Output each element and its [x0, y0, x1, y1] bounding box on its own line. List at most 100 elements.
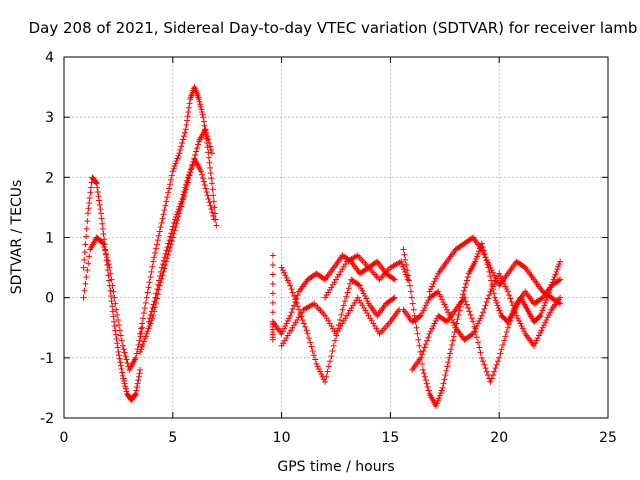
data-point [538, 327, 545, 334]
data-point [502, 333, 509, 340]
data-point [344, 289, 351, 296]
data-point [431, 320, 438, 327]
data-point [137, 348, 144, 355]
data-point [85, 260, 92, 267]
data-point [425, 387, 432, 394]
data-point [508, 298, 515, 305]
data-point [208, 175, 215, 182]
data-point [188, 165, 195, 172]
y-tick-label: 0 [45, 291, 54, 307]
data-point [390, 275, 397, 282]
data-point [121, 380, 128, 387]
data-point [187, 169, 194, 176]
data-point [175, 152, 182, 159]
data-point [107, 292, 114, 299]
data-point [555, 277, 562, 284]
data-point [429, 283, 436, 290]
data-point [83, 225, 90, 232]
data-point [282, 323, 289, 330]
data-point [462, 298, 469, 305]
data-point [481, 305, 488, 312]
data-point [93, 179, 100, 186]
data-point [181, 129, 188, 136]
data-point [482, 365, 489, 372]
data-point [426, 330, 433, 337]
data-point [167, 241, 174, 248]
data-point [478, 246, 485, 253]
data-point [171, 163, 178, 170]
data-point [210, 192, 217, 199]
data-point [282, 272, 289, 279]
data-point [303, 327, 310, 334]
data-point [84, 267, 91, 274]
data-point [364, 298, 371, 305]
data-point [170, 165, 177, 172]
data-point [427, 328, 434, 335]
data-point [203, 188, 210, 195]
data-point [445, 309, 452, 316]
data-point [147, 320, 154, 327]
data-point [174, 155, 181, 162]
data-point [179, 139, 186, 146]
data-point [557, 276, 564, 283]
data-point [139, 341, 146, 348]
data-point [501, 337, 508, 344]
data-point [554, 266, 561, 273]
data-point [177, 146, 184, 153]
data-point [157, 224, 164, 231]
data-point [442, 304, 449, 311]
data-point [483, 368, 490, 375]
data-point [182, 126, 189, 133]
x-tick-label: 5 [168, 430, 177, 446]
data-point [114, 311, 121, 318]
data-point [161, 265, 168, 272]
data-point [86, 194, 93, 201]
data-point [183, 121, 190, 128]
data-point [494, 358, 501, 365]
data-point [445, 359, 452, 366]
data-point [123, 388, 130, 395]
data-point [279, 328, 286, 335]
data-point [164, 194, 171, 201]
data-point [480, 358, 487, 365]
data-point [488, 286, 495, 293]
data-point [197, 101, 204, 108]
data-point [512, 304, 519, 311]
data-point [164, 255, 171, 262]
data-point [541, 302, 548, 309]
data-point [532, 340, 539, 347]
data-point [420, 307, 427, 314]
data-point [391, 276, 398, 283]
data-point [152, 304, 159, 311]
x-tick-label: 10 [273, 430, 291, 446]
data-point [176, 210, 183, 217]
data-point [169, 168, 176, 175]
data-point [155, 232, 162, 239]
data-point [345, 285, 352, 292]
data-point [146, 279, 153, 286]
data-point [170, 231, 177, 238]
data-point [413, 324, 420, 331]
data-point [167, 244, 174, 251]
data-point [167, 181, 174, 188]
data-point [402, 256, 409, 263]
data-point [181, 189, 188, 196]
data-point [96, 201, 103, 208]
data-point [150, 312, 157, 319]
data-point [83, 233, 90, 240]
data-point [87, 189, 94, 196]
data-point [158, 275, 165, 282]
data-point [491, 272, 498, 279]
data-point [182, 186, 189, 193]
data-point [539, 324, 546, 331]
data-point [552, 271, 559, 278]
data-point [404, 267, 411, 274]
data-point [121, 349, 128, 356]
data-point [422, 377, 429, 384]
data-point [196, 98, 203, 105]
data-point [113, 335, 120, 342]
data-point [495, 304, 502, 311]
data-point [165, 251, 172, 258]
data-point [100, 240, 107, 247]
data-point [555, 299, 562, 306]
